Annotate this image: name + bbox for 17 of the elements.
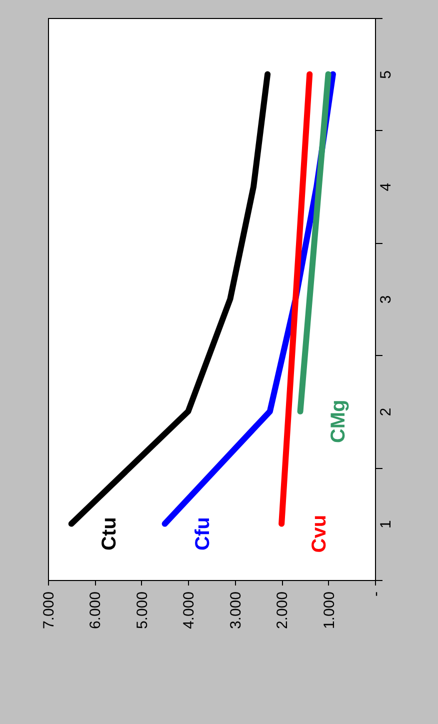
y-tick-label: 1 [378,520,394,528]
x-tick-label: 2.000 [274,592,292,630]
y-tick-label: 5 [378,70,394,79]
x-tick-label: - [368,592,384,596]
text: CMg [327,400,350,444]
y-tick-label: 2 [378,408,394,416]
x-tick-label: 4.000 [180,592,198,630]
y-tick-label: 4 [378,182,394,192]
text: Cvu [308,514,331,553]
x-tick-label: 7.000 [40,592,58,630]
x-tick-label: 3.000 [227,592,244,630]
text: Cfu [192,517,214,550]
x-tick-label: 6.000 [87,592,104,630]
x-tick-label: 1.000 [320,592,338,630]
x-tick-label: 5.000 [134,592,151,630]
y-tick-label: 3 [378,295,394,304]
text: Ctu [98,517,120,550]
